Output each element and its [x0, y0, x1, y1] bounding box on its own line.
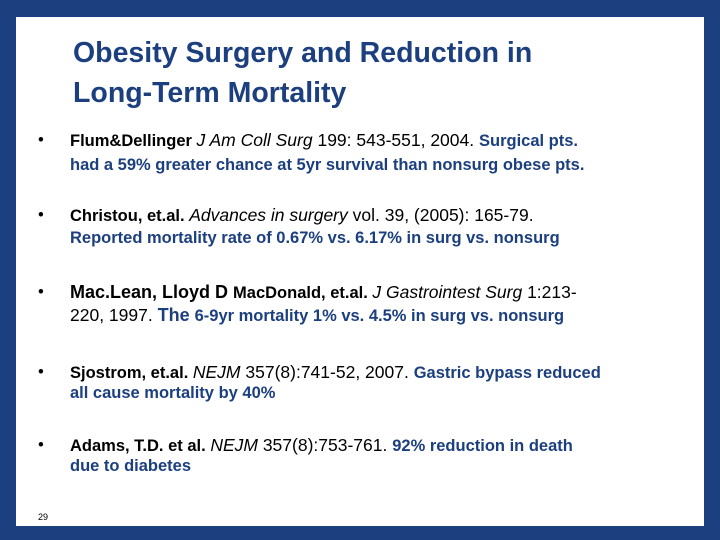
bullet-marker: •	[38, 283, 44, 301]
coauthor: MacDonald, et.al.	[233, 284, 368, 302]
finding-continued: all cause mortality by 40%	[70, 384, 276, 402]
bullet-marker: •	[38, 131, 44, 149]
bullet-marker: •	[38, 206, 44, 224]
author: Flum&Dellinger	[70, 132, 192, 150]
journal: J Gastrointest Surg	[372, 282, 523, 302]
finding: 92% reduction in death	[392, 437, 573, 455]
journal: NEJM	[192, 362, 241, 382]
finding-lead: The	[157, 305, 195, 325]
citation: 199: 543-551, 2004.	[312, 130, 479, 150]
page-number: 29	[38, 512, 49, 522]
finding-continued: had a 59% greater chance at 5yr survival…	[70, 156, 585, 174]
journal: J Am Coll Surg	[196, 130, 313, 150]
finding: Gastric bypass reduced	[413, 364, 601, 382]
citation-continued: 220, 1997.	[70, 305, 158, 325]
title-line-1: Obesity Surgery and Reduction in	[73, 37, 533, 69]
journal: Advances in surgery	[189, 205, 348, 225]
finding: Reported mortality rate of 0.67% vs. 6.1…	[70, 229, 560, 247]
journal: NEJM	[210, 435, 258, 455]
citation: 357(8):753-761.	[257, 435, 393, 455]
author: Mac.Lean, Lloyd D	[70, 282, 234, 302]
author: Adams, T.D. et al.	[70, 437, 206, 455]
slide-panel: Obesity Surgery and Reduction in Long-Te…	[16, 17, 704, 526]
finding: Surgical pts.	[478, 132, 579, 150]
bullet-marker: •	[38, 363, 44, 381]
finding: 6-9yr mortality 1% vs. 4.5% in surg vs. …	[194, 307, 565, 325]
bullet-marker: •	[38, 436, 44, 454]
citation: vol. 39, (2005): 165-79.	[347, 205, 534, 225]
citation: 357(8):741-52, 2007.	[240, 362, 414, 382]
citation: 1:213-	[522, 282, 577, 302]
author: Sjostrom, et.al.	[70, 364, 189, 382]
slide-title: Obesity Surgery and Reduction in Long-Te…	[73, 33, 673, 113]
finding-continued: due to diabetes	[70, 457, 192, 475]
title-line-2: Long-Term Mortality	[73, 77, 347, 109]
author: Christou, et.al.	[70, 207, 185, 225]
